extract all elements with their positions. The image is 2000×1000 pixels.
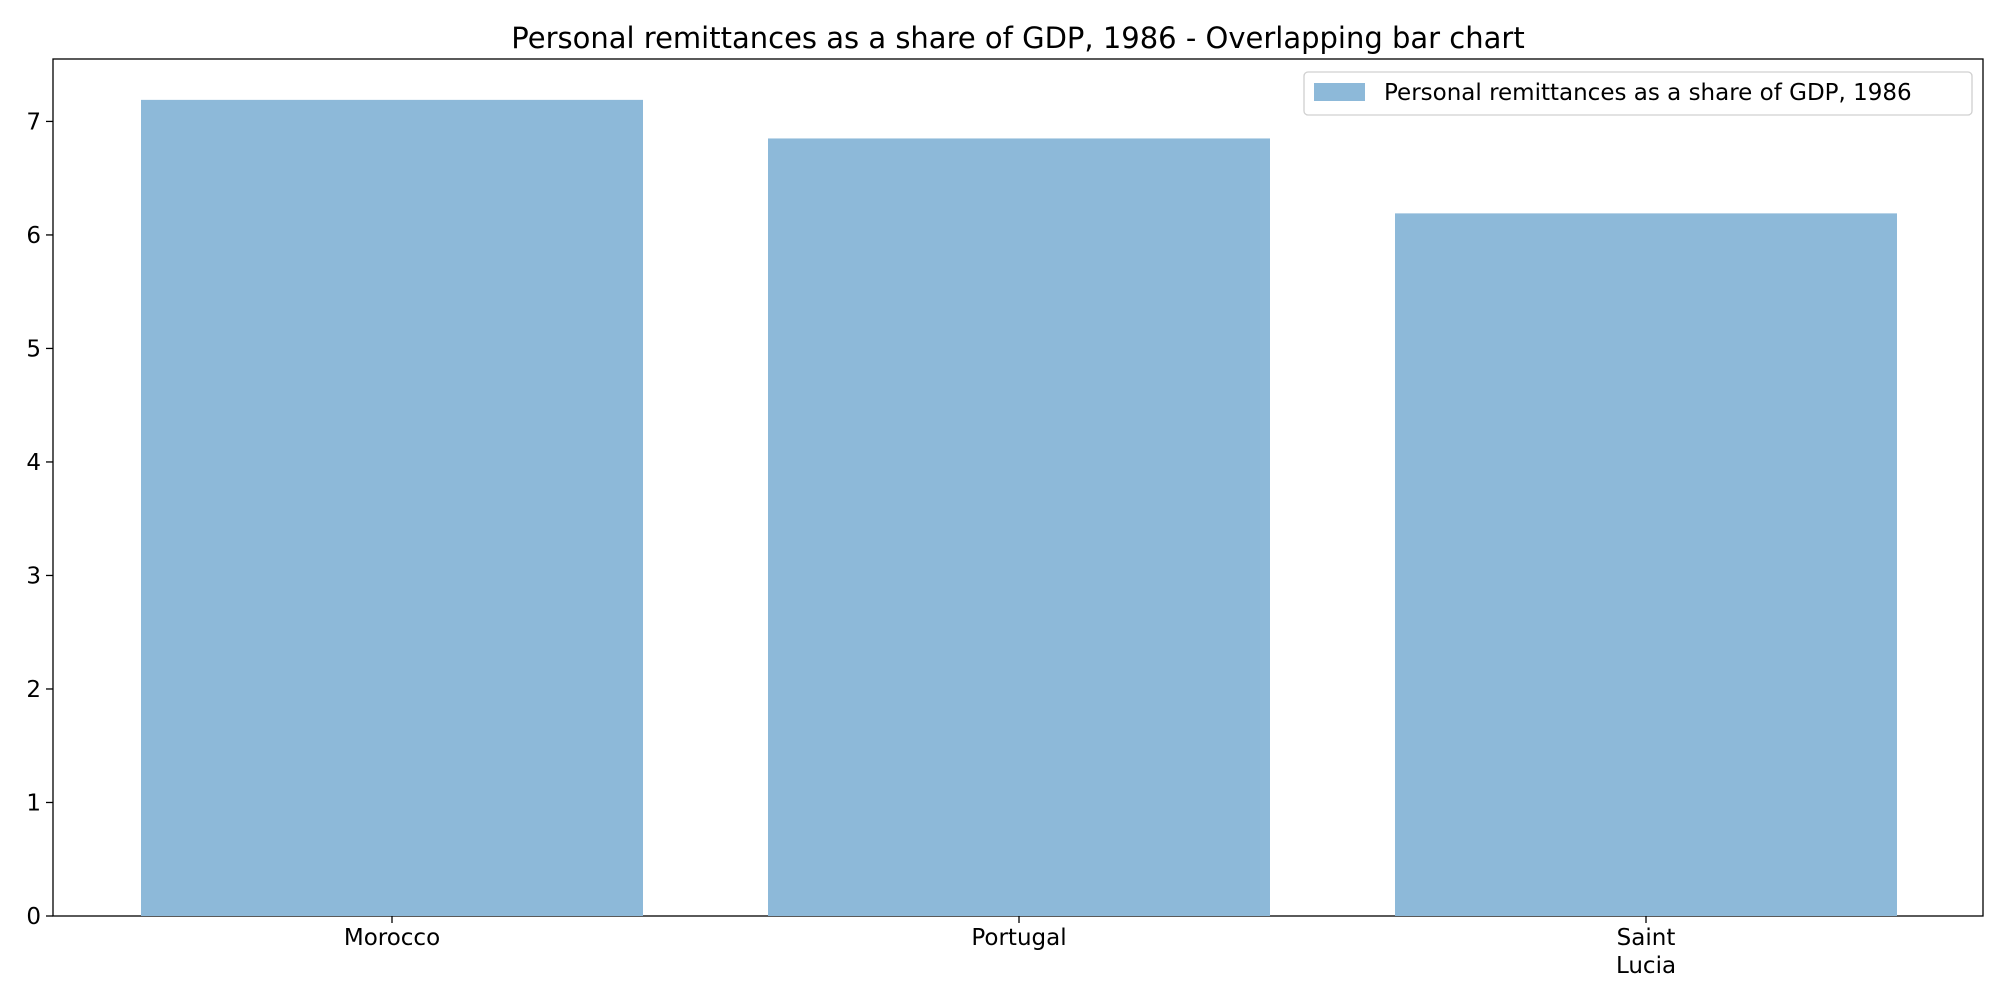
legend: Personal remittances as a share of GDP, … [1303,71,1973,116]
y-tick-label: 0 [26,904,41,930]
y-tick-label: 6 [26,223,41,249]
legend-label: Personal remittances as a share of GDP, … [1384,80,1912,106]
x-tick-label: Morocco [344,925,440,951]
y-tick-label: 3 [26,563,41,589]
x-axis: Morocco Portugal Saint Lucia [344,916,1676,979]
y-tick-label: 7 [26,109,41,135]
x-tick-label: Portugal [971,925,1066,951]
y-tick-label: 5 [26,336,41,362]
x-tick-label: Saint Lucia [1616,925,1676,979]
bars-group [141,99,1897,916]
y-axis: 0 1 2 3 4 5 6 7 [26,109,53,930]
legend-swatch [1314,83,1365,101]
y-tick-label: 1 [26,790,41,816]
bar [768,138,1270,916]
y-tick-label: 2 [26,677,41,703]
bar [141,99,643,916]
bar [1395,213,1897,916]
legend-box [1303,71,1973,116]
y-tick-label: 4 [26,450,41,476]
chart-title: Personal remittances as a share of GDP, … [511,21,1524,55]
